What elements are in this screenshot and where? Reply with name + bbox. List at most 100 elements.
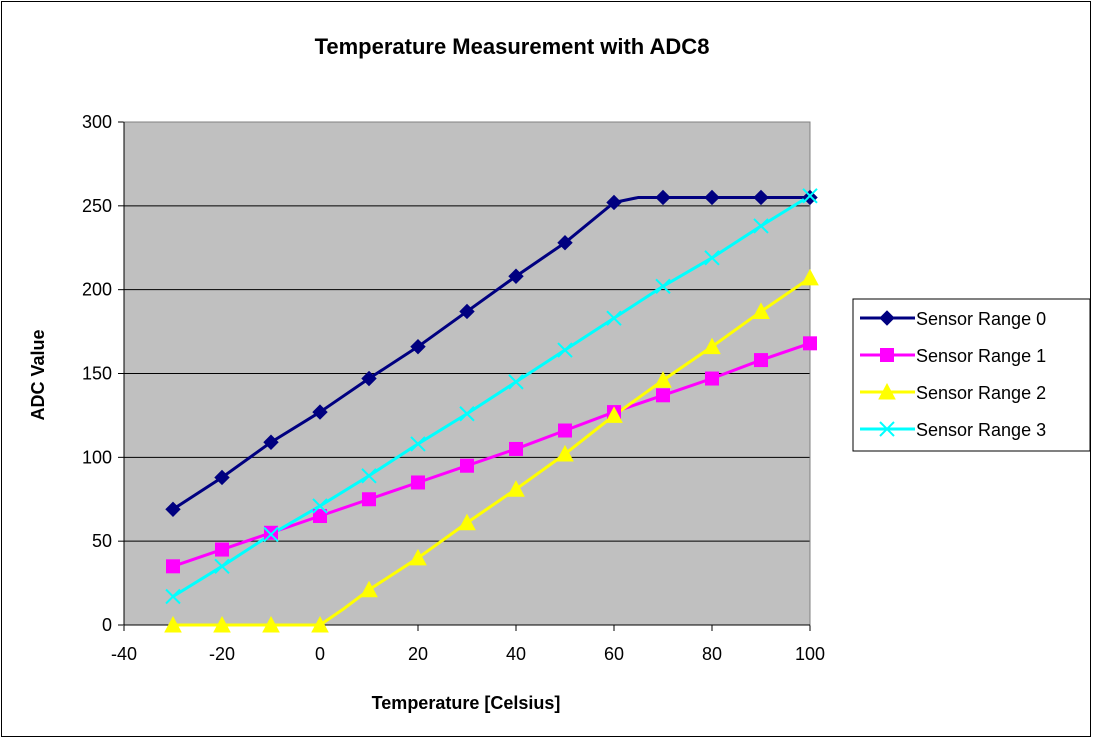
series-1-point: [656, 388, 670, 403]
series-3-point: [459, 406, 475, 422]
series-0-point: [655, 189, 671, 206]
y-tick-label: 300: [82, 112, 112, 132]
series-3-point: [606, 310, 622, 326]
series-2-point: [458, 513, 476, 531]
legend-marker-1: [880, 348, 894, 362]
series-0-point: [459, 303, 475, 320]
legend-label-3: Sensor Range 3: [916, 420, 1046, 440]
series-3-point: [312, 498, 328, 514]
series-3-point: [655, 278, 671, 295]
legend: Sensor Range 0 Sensor Range 1 Sensor Range…: [852, 298, 1091, 452]
legend-marker-3: [879, 421, 895, 437]
x-tick-label: 0: [315, 644, 325, 664]
series-2-point: [164, 615, 182, 633]
x-tick-label: 60: [604, 644, 624, 664]
series-2-point: [752, 302, 770, 319]
series-3-point-stroke-b: [802, 188, 818, 204]
series-0-point: [557, 235, 573, 251]
y-tick-label: 0: [102, 615, 112, 635]
series-0-point: [312, 404, 328, 420]
series-3-point-stroke-b: [753, 218, 769, 234]
series-line-2: [173, 276, 811, 627]
series-0-point: [361, 370, 377, 387]
series-3-point-stroke-b: [557, 342, 573, 358]
y-tick-label: 250: [82, 196, 112, 216]
series-2-point: [654, 371, 672, 388]
series-1-point: [754, 353, 768, 368]
series-3-point-stroke-b: [410, 436, 426, 452]
series-2-point: [801, 268, 819, 286]
x-tick-label: 100: [795, 644, 825, 664]
series-3-point: [361, 468, 377, 484]
series-0-point: [508, 268, 524, 284]
series-2-point: [311, 615, 329, 633]
x-tick-label: 20: [408, 644, 428, 664]
series-3-point-stroke-b: [606, 310, 622, 326]
series-0-point: [802, 189, 818, 206]
series-2-point: [213, 615, 231, 633]
series-2-point: [556, 444, 574, 462]
series-0-point: [704, 189, 720, 206]
series-1-point: [166, 559, 180, 574]
series-3-point-stroke-b: [655, 278, 671, 295]
series-1-point: [509, 441, 523, 456]
series-0-point: [214, 469, 230, 486]
x-tick-label: 80: [702, 644, 722, 664]
series-2-point: [605, 406, 623, 423]
series-3-point: [263, 526, 279, 543]
series-1-point: [215, 542, 229, 557]
series-3-point: [410, 436, 426, 452]
series-1-point: [264, 525, 278, 540]
series-3-point-stroke-b: [508, 374, 524, 390]
series-line-3: [172, 194, 811, 598]
x-axis-title: Temperature [Celsius]: [372, 693, 561, 713]
legend-label-1: Sensor Range 1: [916, 346, 1046, 366]
legend-marker-2: [878, 382, 896, 400]
series-3-point: [214, 558, 230, 575]
x-tick-label: 40: [506, 644, 526, 664]
series-0-point: [263, 434, 279, 450]
series-3-point-stroke-b: [214, 558, 230, 575]
series-3-point-stroke-b: [361, 468, 377, 484]
series-3-point-stroke-b: [165, 588, 181, 605]
series-3-point: [508, 374, 524, 390]
series-3-point: [704, 250, 720, 266]
series-3-point: [802, 188, 818, 204]
chart-title: Temperature Measurement with ADC8: [315, 34, 710, 59]
series-2-point: [409, 548, 427, 566]
series-2-point: [262, 615, 280, 633]
series-3-point: [165, 588, 181, 605]
series-line-0: [172, 195, 810, 511]
series-3-point: [753, 218, 769, 234]
legend-marker-0: [879, 310, 895, 326]
y-axis-title: ADC Value: [28, 329, 48, 420]
series-1-point: [411, 475, 425, 490]
series-1-point: [313, 509, 327, 524]
series-1-point: [362, 492, 376, 507]
series-0-point: [606, 194, 622, 211]
series-markers: [164, 188, 819, 633]
series-3-point-stroke-b: [459, 406, 475, 422]
legend-box: [852, 298, 1091, 452]
y-tick-label: 150: [82, 364, 112, 384]
series-2-point: [360, 580, 378, 598]
series-1-point: [558, 423, 572, 438]
series-0-point: [753, 189, 769, 206]
series-3-point-stroke-b: [704, 250, 720, 266]
y-tick-label: 50: [92, 531, 112, 551]
legend-label-2: Sensor Range 2: [916, 383, 1046, 403]
x-tick-label: -20: [209, 644, 235, 664]
y-tick-label: 100: [82, 447, 112, 467]
tick-labels: 0 50 100 150 200 250 300 -40 -20 0 20 40 60 80 100: [82, 112, 825, 664]
series-3-point-stroke-b: [312, 498, 328, 514]
series-1-point: [460, 458, 474, 473]
series-1-point: [705, 371, 719, 386]
legend-label-0: Sensor Range 0: [916, 309, 1046, 329]
legend-marker-3-stroke-b: [879, 421, 895, 437]
series-0-point: [165, 501, 181, 518]
series-3-point: [557, 342, 573, 358]
series-3-point-stroke-b: [263, 526, 279, 543]
x-tick-label: -40: [111, 644, 137, 664]
series-2-point: [703, 337, 721, 355]
